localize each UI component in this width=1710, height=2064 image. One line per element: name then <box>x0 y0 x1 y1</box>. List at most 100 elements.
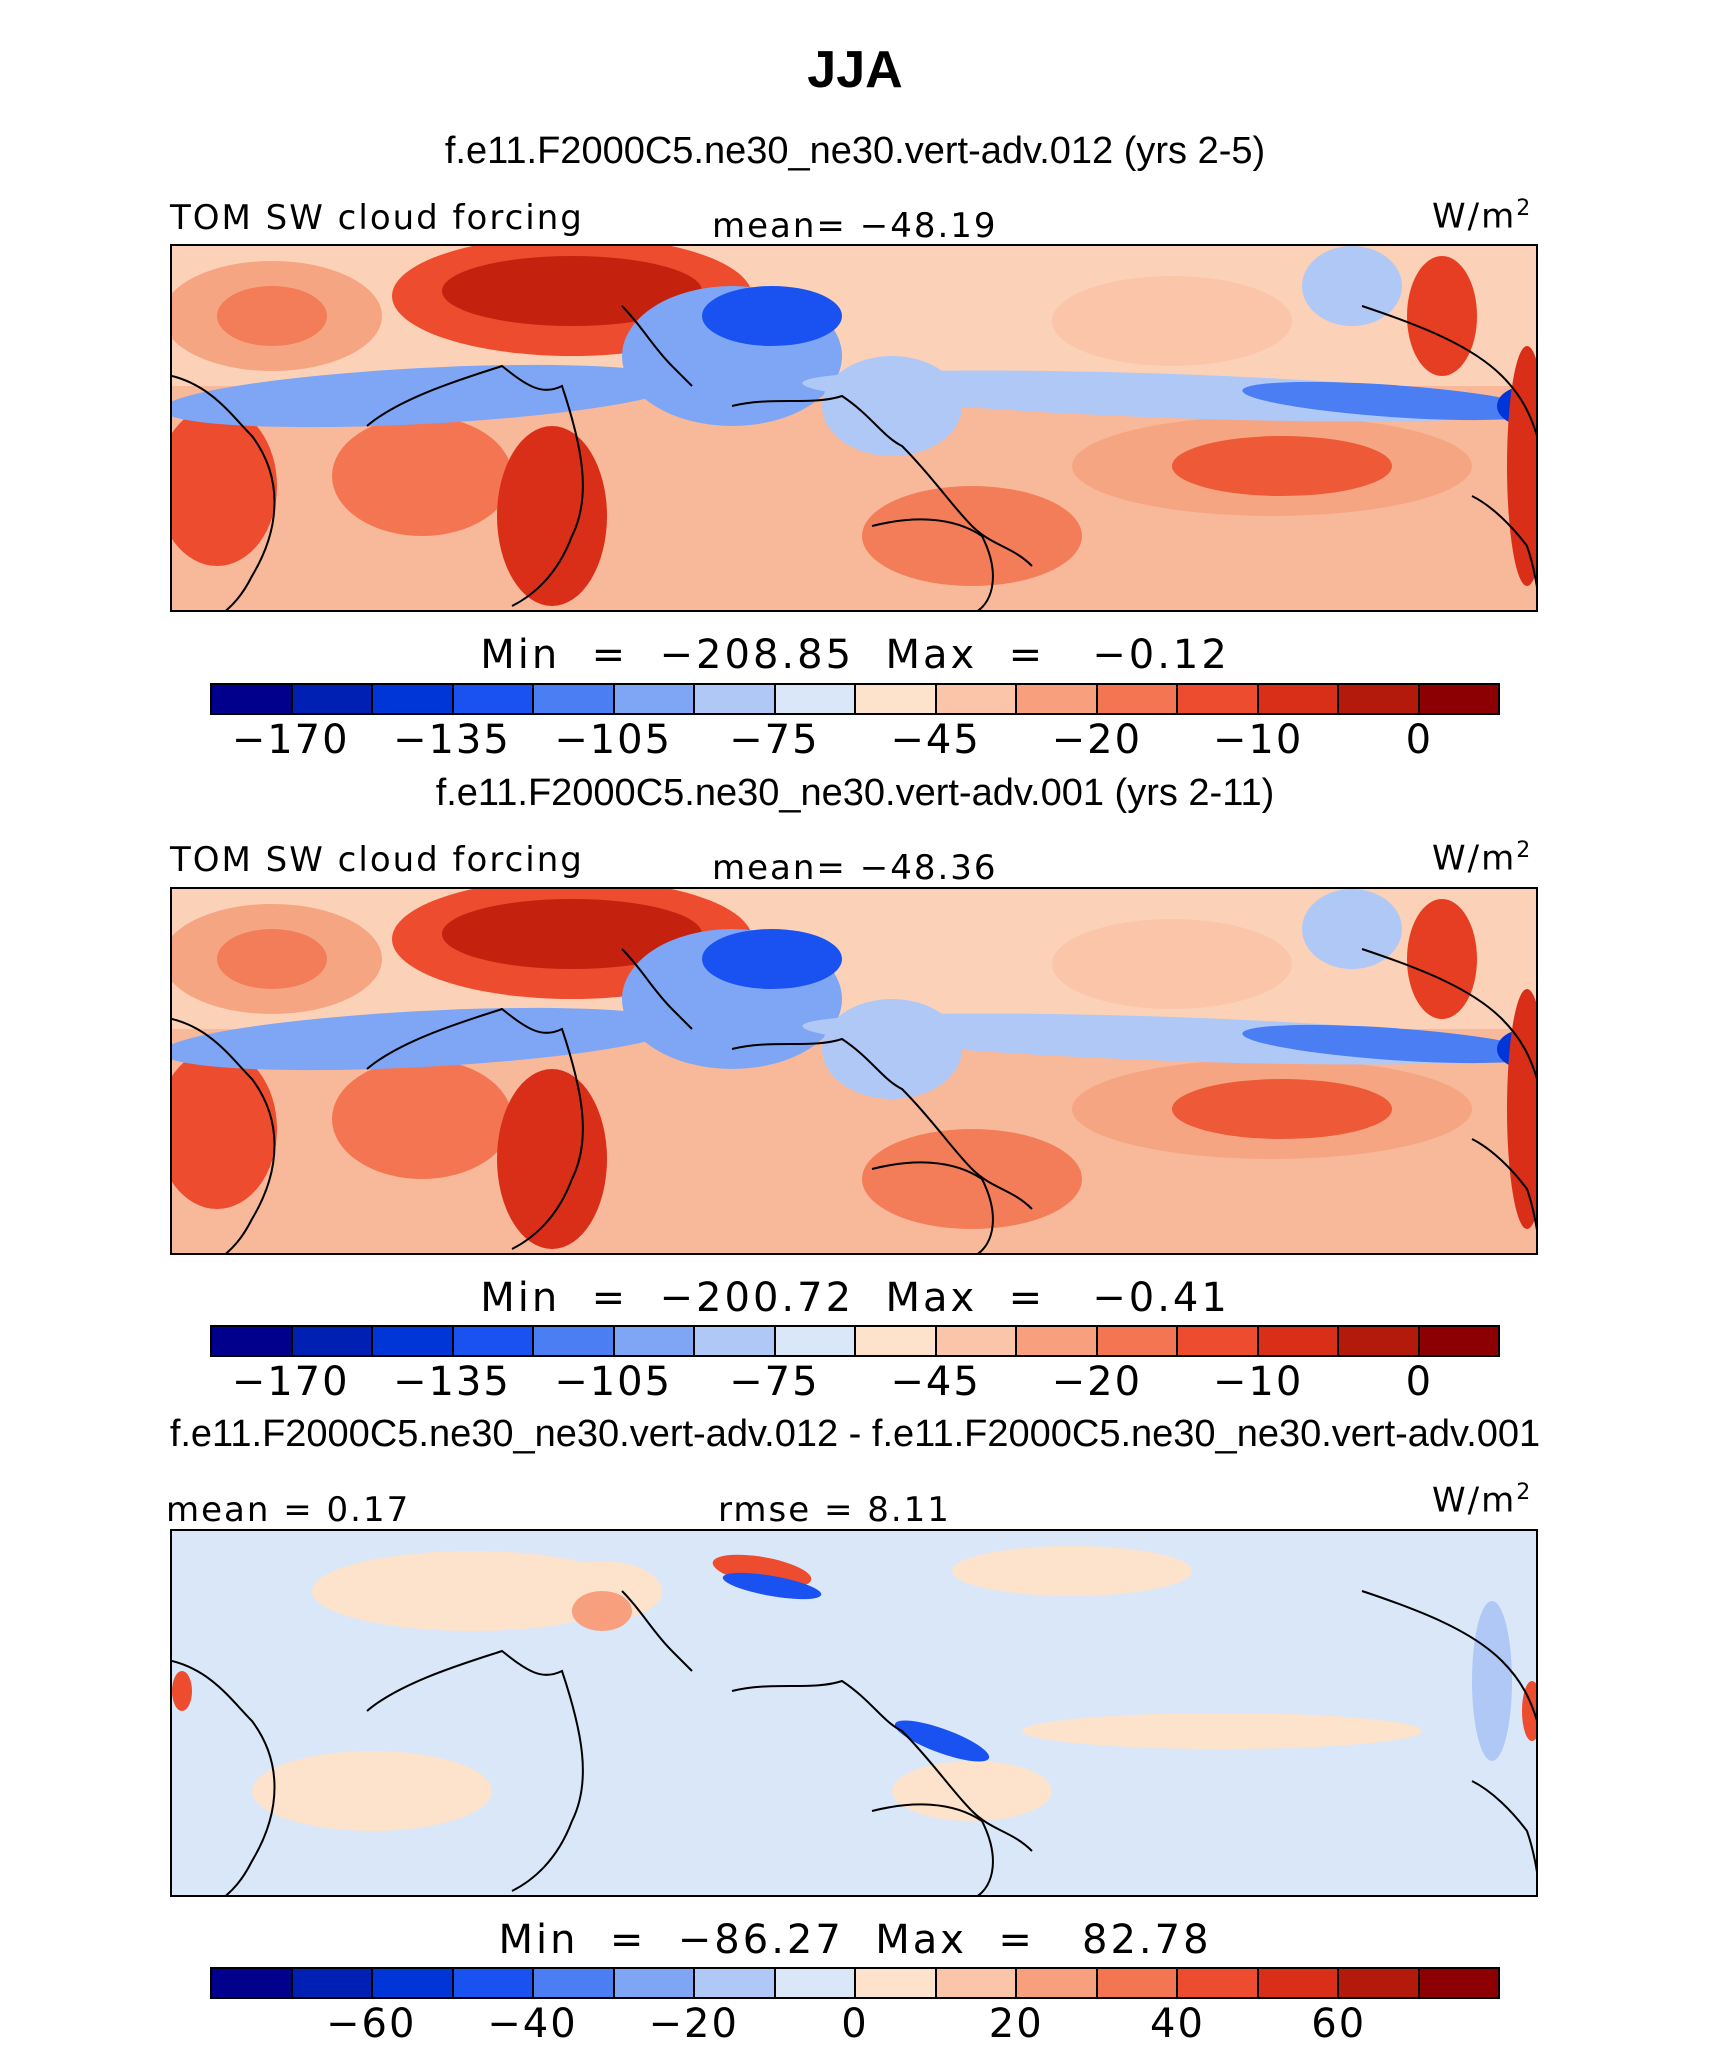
colorbar-swatch <box>695 1327 776 1355</box>
coastline <box>172 375 276 610</box>
colorbar-swatch <box>614 685 695 713</box>
field-contour <box>172 1049 277 1209</box>
colorbar-swatch <box>1419 1969 1498 1997</box>
coastline <box>1471 1138 1536 1231</box>
panel-1-subtitle: f.e11.F2000C5.ne30_ne30.vert-adv.012 (yr… <box>444 130 1266 172</box>
panel-1-map <box>170 244 1538 612</box>
panel-1-units-label: W/m2 <box>1432 196 1531 237</box>
field-contour <box>1052 276 1292 366</box>
colorbar-tick-label: −45 <box>890 717 981 763</box>
field-contour <box>572 1591 632 1631</box>
colorbar-swatch <box>614 1969 695 1997</box>
coastline <box>172 1660 276 1895</box>
colorbar-swatch <box>373 1327 454 1355</box>
field-contour <box>1472 1601 1512 1761</box>
colorbar-swatch <box>534 685 615 713</box>
field-contour <box>442 899 702 969</box>
figure-title: JJA <box>807 41 903 99</box>
colorbar-tick-label: −60 <box>326 2001 417 2047</box>
field-contour <box>1052 919 1292 1009</box>
colorbar-swatch <box>1258 1327 1339 1355</box>
coastline <box>172 1018 276 1253</box>
colorbar-swatch <box>453 1969 534 1997</box>
field-contour <box>442 256 702 326</box>
colorbar-swatch <box>695 1969 776 1997</box>
field-contour <box>172 1671 192 1711</box>
colorbar-swatch <box>775 1969 856 1997</box>
field-contour <box>1407 256 1477 376</box>
coastline <box>731 1679 1033 1852</box>
field-contour <box>172 1007 682 1071</box>
colorbar-swatch <box>695 685 776 713</box>
panel-2-min-max: Min = −200.72 Max = −0.41 <box>480 1275 1230 1321</box>
colorbar-swatch <box>856 685 937 713</box>
panel-3-colorbar <box>210 1967 1500 1999</box>
field-contour <box>702 929 842 989</box>
colorbar-swatch <box>1419 1327 1498 1355</box>
field-contour <box>702 286 842 346</box>
coastline <box>871 1803 994 1895</box>
coastline <box>871 518 994 610</box>
colorbar-tick-label: −40 <box>487 2001 578 2047</box>
colorbar-swatch <box>1097 1969 1178 1997</box>
coastline <box>621 948 693 1030</box>
colorbar-swatch <box>1258 685 1339 713</box>
panel-1-mean-label: mean= −48.19 <box>712 206 998 246</box>
colorbar-swatch <box>614 1327 695 1355</box>
colorbar-tick-label: 0 <box>1405 717 1434 763</box>
field-contour <box>722 1572 822 1600</box>
colorbar-swatch <box>1339 685 1420 713</box>
field-contour <box>312 1551 632 1631</box>
coastline <box>621 305 693 387</box>
field-contour <box>862 486 1082 586</box>
colorbar-swatch <box>1097 1327 1178 1355</box>
colorbar-swatch <box>856 1327 937 1355</box>
colorbar-swatch <box>1339 1327 1420 1355</box>
colorbar-swatch <box>936 1969 1017 1997</box>
colorbar-swatch <box>936 685 1017 713</box>
colorbar-swatch <box>212 1969 293 1997</box>
colorbar-swatch <box>212 1327 293 1355</box>
coastline <box>731 1037 1033 1210</box>
coastline <box>731 394 1033 567</box>
colorbar-swatch <box>775 1327 856 1355</box>
colorbar-swatch <box>453 685 534 713</box>
colorbar-tick-label: −170 <box>231 1359 350 1405</box>
field-contour <box>217 286 327 346</box>
panel-2-map <box>170 887 1538 1255</box>
field-contour <box>1507 989 1536 1229</box>
colorbar-tick-label: −75 <box>729 717 820 763</box>
field-contour <box>1172 436 1392 496</box>
field-contour <box>1522 1681 1536 1741</box>
colorbar-swatch <box>1017 685 1098 713</box>
field-contour <box>952 1546 1192 1596</box>
field-contour <box>1302 246 1402 326</box>
colorbar-swatch <box>1097 685 1178 713</box>
colorbar-tick-label: −10 <box>1212 1359 1304 1405</box>
panel-2-subtitle: f.e11.F2000C5.ne30_ne30.vert-adv.001 (yr… <box>435 772 1275 814</box>
colorbar-swatch <box>534 1969 615 1997</box>
panel-3-map <box>170 1529 1538 1897</box>
field-contour <box>894 1720 990 1762</box>
coastline <box>621 1590 693 1672</box>
field-contour <box>1302 889 1402 969</box>
field-contour <box>892 1761 1052 1821</box>
panel-3-mean-label: mean = 0.17 <box>166 1490 411 1530</box>
field-contour <box>332 1059 512 1179</box>
colorbar-swatch <box>534 1327 615 1355</box>
panel-2-map-field <box>172 889 1536 1253</box>
coastline <box>871 1161 994 1253</box>
coastline <box>1361 948 1536 1079</box>
coastline <box>366 364 584 607</box>
field-contour <box>497 426 607 606</box>
colorbar-tick-label: −45 <box>890 1359 981 1405</box>
coastline <box>1471 495 1536 588</box>
field-contour <box>1172 1079 1392 1139</box>
colorbar-swatch <box>1339 1969 1420 1997</box>
field-contour <box>172 364 682 428</box>
colorbar-tick-label: −20 <box>1051 1359 1143 1405</box>
panel-3-units-label: W/m2 <box>1432 1480 1531 1521</box>
panel-3-map-field <box>172 1531 1536 1895</box>
colorbar-tick-label: 20 <box>988 2001 1044 2047</box>
panel-1-colorbar <box>210 683 1500 715</box>
